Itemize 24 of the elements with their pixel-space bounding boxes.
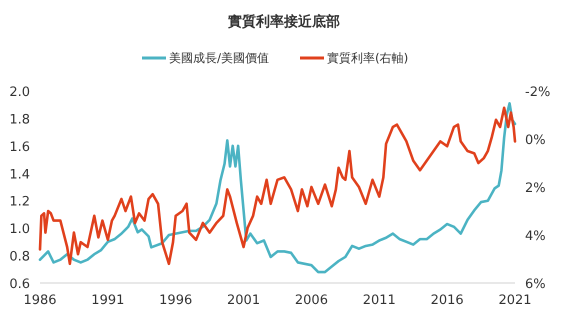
y-tick-label: 0.6 — [9, 277, 30, 292]
y-tick-label: 2.0 — [9, 85, 30, 100]
y-tick-label: 1.0 — [9, 222, 30, 238]
y-tick-label: 0.8 — [9, 250, 30, 265]
y2-tick-label: 6% — [525, 277, 546, 292]
x-tick-label: 1991 — [91, 293, 124, 308]
x-tick-label: 1986 — [23, 293, 57, 308]
x-tick-label: 2011 — [362, 293, 396, 308]
x-tick-label: 1996 — [159, 293, 192, 308]
y-tick-label: 1.6 — [9, 140, 30, 155]
y2-tick-label: -2% — [525, 85, 550, 100]
y-tick-label: 1.8 — [9, 112, 30, 128]
x-tick-label: 2016 — [430, 293, 464, 308]
legend-label: 美國成長/美國價值 — [169, 51, 270, 65]
y2-tick-label: 2% — [525, 181, 546, 196]
y2-tick-label: 4% — [525, 229, 546, 244]
x-tick-label: 2006 — [294, 293, 328, 308]
chart-title: 實質利率接近底部 — [228, 13, 340, 30]
y2-tick-label: 0% — [525, 133, 546, 148]
y-tick-label: 1.4 — [9, 167, 30, 182]
x-tick-label: 2021 — [498, 293, 532, 308]
y-tick-label: 1.2 — [9, 194, 30, 210]
x-tick-label: 2001 — [227, 293, 260, 308]
legend-label: 實質利率(右軸) — [327, 51, 408, 65]
